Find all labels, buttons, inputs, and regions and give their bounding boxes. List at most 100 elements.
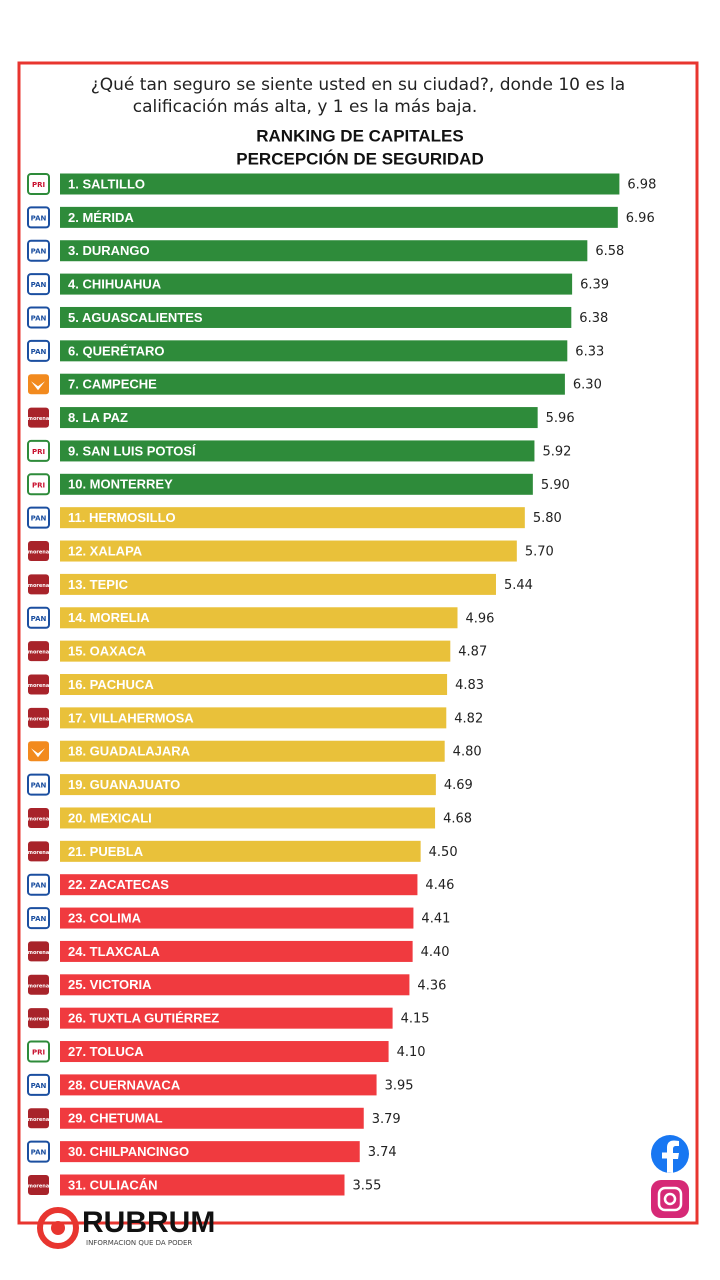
logo-bg <box>27 1140 50 1163</box>
logo-text: PAN <box>31 1149 47 1157</box>
party-logo: PAN <box>27 1073 50 1096</box>
party-logo: PAN <box>27 873 50 896</box>
logo-text: morena <box>28 416 49 422</box>
category-label: 6. QUERÉTARO <box>68 343 165 358</box>
bar <box>60 340 568 362</box>
brand-mark <box>37 1207 79 1249</box>
logo-bg <box>27 473 50 496</box>
logo-text: PAN <box>31 915 47 923</box>
value-label: 3.95 <box>385 1078 414 1093</box>
bar <box>60 640 451 662</box>
category-label: 8. LA PAZ <box>68 410 128 425</box>
logo-text: PAN <box>31 248 47 256</box>
party-logo: PAN <box>27 206 50 229</box>
logo-bg <box>27 273 50 296</box>
party-logo: morena <box>28 941 49 962</box>
logo-text: PAN <box>31 1082 47 1090</box>
value-label: 4.82 <box>454 711 483 726</box>
logo-bg <box>27 873 50 896</box>
logo-text: PRI <box>32 481 45 489</box>
facebook-icon[interactable] <box>651 1135 689 1173</box>
bar <box>60 807 436 829</box>
logo-bg <box>28 807 49 828</box>
category-label: 3. DURANGO <box>68 243 150 258</box>
logo-glyph <box>31 748 45 758</box>
party-logo: PAN <box>27 907 50 930</box>
bar <box>60 1141 360 1163</box>
bar <box>60 607 458 629</box>
question-line: calificación más alta, y 1 es la más baj… <box>133 97 478 117</box>
logo-bg <box>27 1073 50 1096</box>
instagram-glyph <box>663 1192 677 1206</box>
party-logo: PRI <box>27 439 50 462</box>
logo-bg <box>28 1008 49 1029</box>
logo-text: PAN <box>31 515 47 523</box>
logo-text: morena <box>28 983 49 989</box>
logo-text: morena <box>28 816 49 822</box>
instagram-icon[interactable] <box>651 1180 689 1218</box>
category-label: 16. PACHUCA <box>68 677 154 692</box>
logo-text: morena <box>28 1184 49 1190</box>
brand-name: RUBRUM <box>82 1206 215 1239</box>
category-label: 26. TUXTLA GUTIÉRREZ <box>68 1011 219 1026</box>
logo-bg <box>27 173 50 195</box>
bar <box>60 740 445 762</box>
category-label: 31. CULIACÁN <box>68 1177 158 1192</box>
frame <box>17 61 699 1225</box>
value-label: 6.30 <box>573 378 602 393</box>
bar <box>60 707 447 729</box>
logo-text: PAN <box>31 882 47 890</box>
value-label: 5.96 <box>546 411 575 426</box>
party-logo: PAN <box>27 339 50 362</box>
bar <box>60 774 436 796</box>
category-label: 24. TLAXCALA <box>68 944 160 959</box>
bar <box>60 1074 377 1096</box>
logo-text: morena <box>28 950 49 956</box>
logo-text: PAN <box>31 348 47 356</box>
logo-bg <box>27 306 50 329</box>
facebook-f <box>662 1140 679 1173</box>
bar <box>60 206 618 228</box>
logo-bg <box>27 506 50 529</box>
bar <box>60 1107 364 1129</box>
party-logo <box>28 374 49 395</box>
bar <box>60 940 413 962</box>
party-logo: morena <box>28 574 49 595</box>
bar <box>60 273 573 295</box>
category-label: 11. HERMOSILLO <box>68 510 176 525</box>
logo-text: morena <box>28 583 49 589</box>
value-label: 4.41 <box>421 912 450 927</box>
logo-bg <box>28 374 49 395</box>
logo-bg <box>28 1175 49 1195</box>
bar <box>60 473 533 495</box>
bar <box>60 373 565 395</box>
category-label: 28. CUERNAVACA <box>68 1077 181 1092</box>
chart-subtitle: PERCEPCIÓN DE SEGURIDAD <box>236 149 483 168</box>
logo-bg <box>28 407 49 428</box>
category-label: 27. TOLUCA <box>68 1044 144 1059</box>
party-logo: morena <box>28 841 49 862</box>
value-label: 4.87 <box>458 645 487 660</box>
category-label: 20. MEXICALI <box>68 810 152 825</box>
bar <box>60 974 410 996</box>
party-logo: PAN <box>27 273 50 296</box>
logo-text: morena <box>28 1017 49 1023</box>
bar <box>60 540 517 562</box>
question-line: ¿Qué tan seguro se siente usted en su ci… <box>91 75 625 95</box>
value-label: 5.90 <box>541 478 570 493</box>
party-logo: PRI <box>27 473 50 496</box>
party-logo: morena <box>28 674 49 695</box>
party-logo: PRI <box>27 173 50 195</box>
party-logo: morena <box>28 641 49 662</box>
category-label: 2. MÉRIDA <box>68 210 134 225</box>
bar <box>60 1007 393 1029</box>
bar <box>60 1174 345 1196</box>
value-label: 5.92 <box>542 444 571 459</box>
logo-bg <box>27 339 50 362</box>
value-label: 4.36 <box>417 978 446 993</box>
logo-text: PRI <box>32 448 45 456</box>
logo-glyph <box>31 381 45 391</box>
brand-mark <box>51 1221 65 1235</box>
category-label: 21. PUEBLA <box>68 844 144 859</box>
logo-text: PAN <box>31 615 47 623</box>
